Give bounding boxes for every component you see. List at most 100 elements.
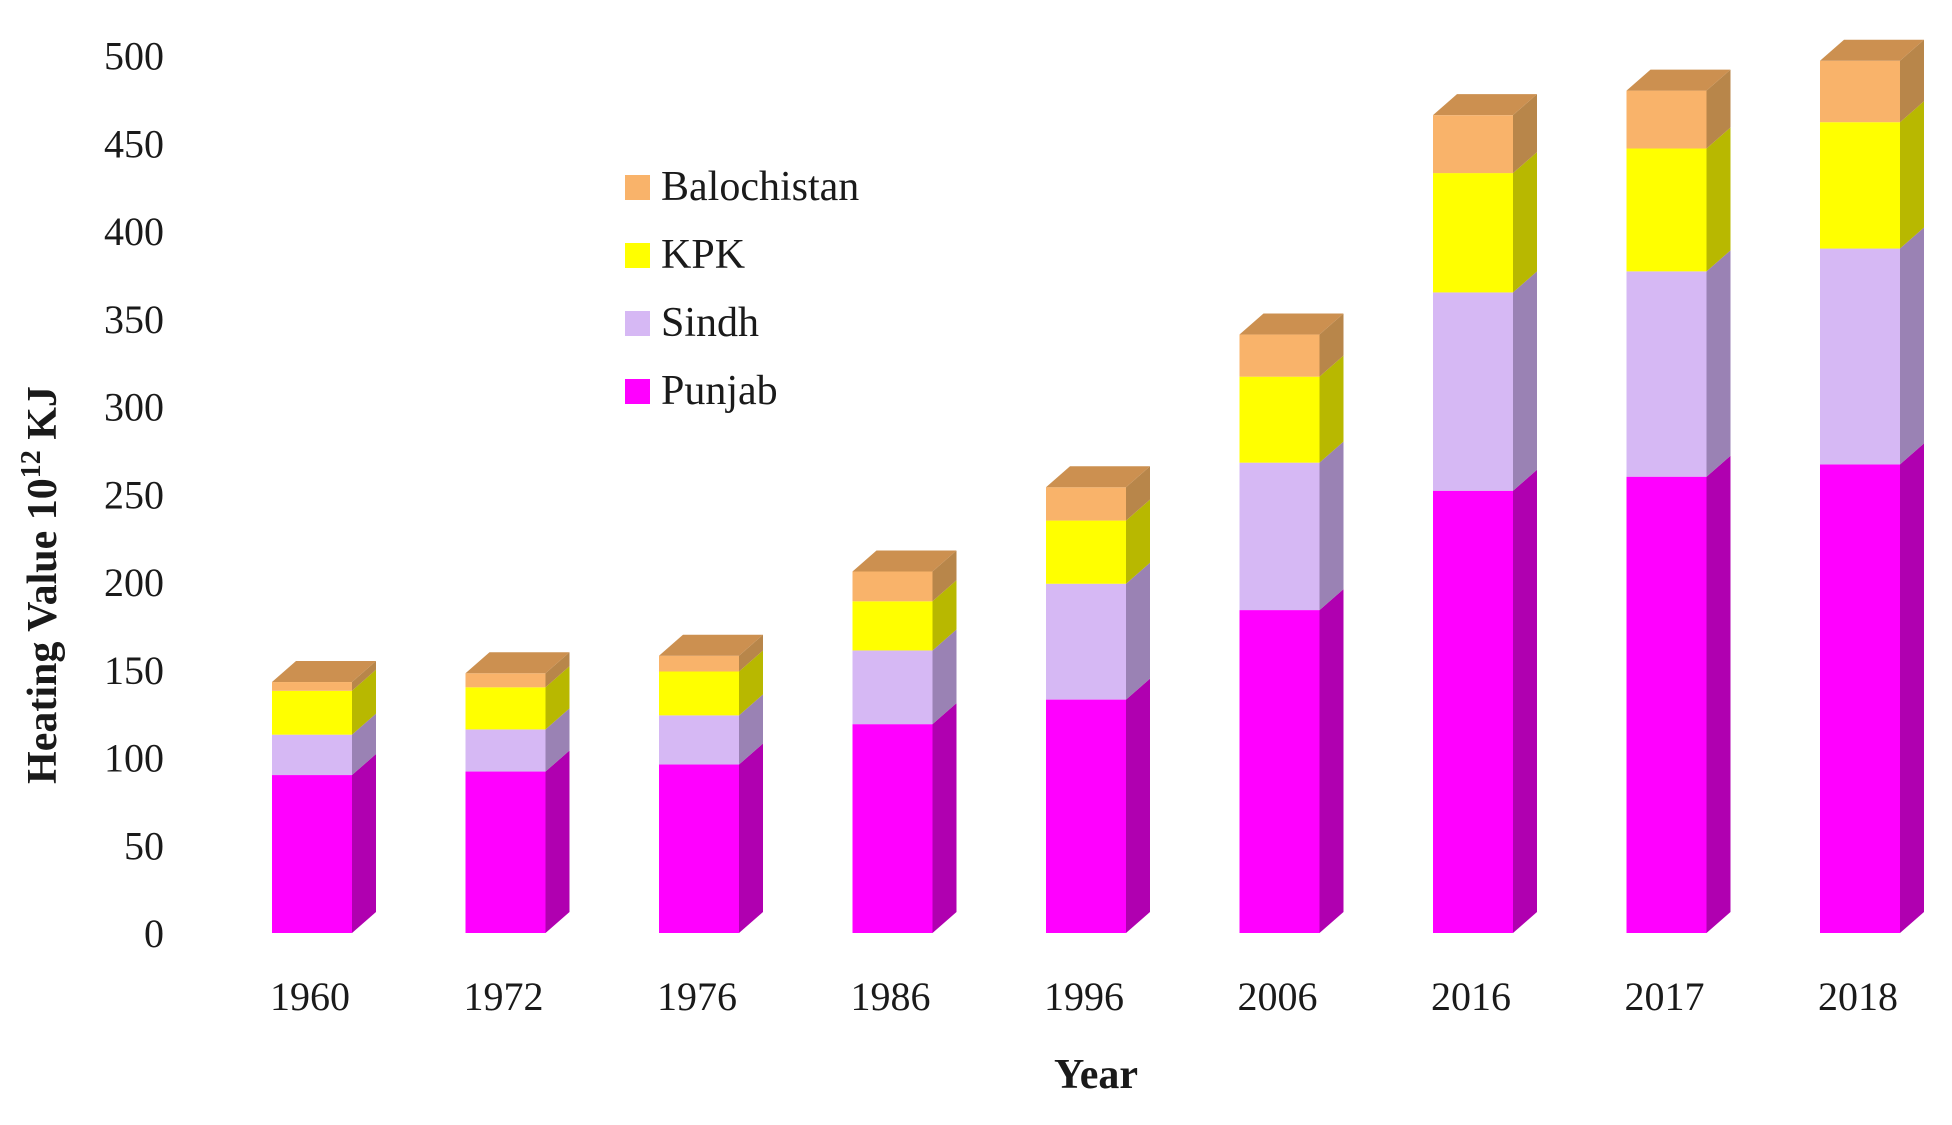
bar-top: [1239, 313, 1344, 335]
bar-side: [1319, 589, 1344, 933]
legend-swatch: [625, 311, 650, 336]
bar-front: [1433, 490, 1513, 933]
y-tick-label: 0: [144, 911, 164, 956]
bar-segment-sindh-1996: [1046, 562, 1150, 700]
bar-segment-kpk-1996: [1046, 499, 1150, 584]
bar-front: [1433, 173, 1513, 293]
x-tick-label: 2017: [1625, 974, 1705, 1019]
bar-front: [465, 729, 546, 772]
bar-segment-sindh-2018: [1820, 227, 1924, 465]
bar-stack-2016: [1433, 94, 1537, 933]
bar-side: [739, 650, 763, 716]
bar-front: [852, 650, 933, 725]
x-tick-label: 1972: [464, 974, 544, 1019]
bar-segment-kpk-1960: [272, 669, 376, 735]
bar-front: [1239, 376, 1320, 463]
bar-side: [1706, 250, 1731, 477]
y-tick-label: 50: [124, 823, 164, 868]
bar-stack-2017: [1626, 69, 1731, 933]
bar-top: [465, 652, 570, 674]
bar-side: [739, 694, 763, 765]
bar-top: [1433, 94, 1537, 116]
bar-front: [1046, 699, 1126, 933]
bar-segment-sindh-1976: [659, 694, 763, 765]
bar-segment-kpk-2017: [1626, 127, 1731, 272]
bar-segment-kpk-1986: [852, 580, 957, 651]
bar-segment-punjab-2016: [1433, 469, 1537, 933]
bar-front: [852, 724, 933, 933]
bar-top: [1626, 69, 1731, 91]
bar-side: [352, 713, 376, 776]
bar-side: [1513, 94, 1537, 174]
x-tick-label: 1960: [270, 974, 350, 1019]
bar-front: [852, 601, 933, 651]
bar-front: [1433, 292, 1513, 491]
y-axis-title-unit: KJ: [20, 386, 66, 450]
x-tick-label: 2016: [1431, 974, 1511, 1019]
bar-segment-sindh-1960: [272, 713, 376, 776]
bar-segment-balochistan-2018: [1820, 39, 1924, 123]
bar-side: [1319, 313, 1344, 377]
bar-segment-kpk-2018: [1820, 101, 1924, 249]
y-tick-label: 450: [104, 121, 164, 166]
bar-front: [1820, 60, 1900, 123]
legend-label: Balochistan: [661, 164, 859, 210]
bar-side: [932, 550, 957, 602]
bar-stacks: [272, 39, 1924, 933]
bar-front: [1433, 115, 1513, 174]
bar-side: [1126, 499, 1150, 584]
bar-side: [1319, 355, 1344, 463]
bar-side: [1706, 127, 1731, 272]
bar-stack-1960: [272, 661, 376, 933]
y-tick-label: 100: [104, 736, 164, 781]
bar-segment-punjab-2017: [1626, 455, 1731, 933]
legend-swatch: [625, 379, 650, 404]
bar-front: [1820, 248, 1900, 465]
bar-side: [739, 743, 763, 933]
bar-front: [1046, 520, 1126, 584]
bar-side: [1126, 562, 1150, 700]
bar-segment-punjab-2018: [1820, 443, 1924, 933]
bar-segment-sindh-2017: [1626, 250, 1731, 477]
bar-stack-1972: [465, 652, 570, 933]
bar-front: [1046, 583, 1126, 700]
bar-segment-punjab-2006: [1239, 589, 1344, 933]
bar-side: [352, 669, 376, 735]
bar-front: [1239, 462, 1320, 611]
legend-item-kpk: KPK: [625, 232, 745, 278]
bar-front: [1046, 487, 1126, 521]
bar-front: [659, 764, 739, 933]
legend: Balochistan KPK Sindh Punjab: [625, 164, 859, 414]
bar-front: [659, 715, 739, 765]
bar-side: [545, 652, 570, 688]
bar-front: [852, 571, 933, 602]
bar-side: [1706, 455, 1731, 933]
bar-segment-balochistan-1972: [465, 652, 570, 688]
legend-item-punjab: Punjab: [625, 368, 778, 414]
bar-segment-punjab-1960: [272, 754, 376, 933]
bar-side: [739, 634, 763, 672]
bar-stack-1986: [852, 550, 957, 933]
bar-front: [1820, 464, 1900, 933]
bar-side: [932, 703, 957, 933]
y-axis-title-exponent: 12: [16, 450, 47, 478]
bar-side: [545, 708, 570, 772]
bar-segment-sindh-1986: [852, 629, 957, 725]
bar-segment-balochistan-1986: [852, 550, 957, 602]
y-tick-label: 300: [104, 385, 164, 430]
bar-front: [659, 671, 739, 716]
bar-stack-1996: [1046, 466, 1150, 933]
legend-item-sindh: Sindh: [625, 300, 759, 346]
x-axis-title: Year: [1054, 1052, 1138, 1098]
bar-side: [932, 580, 957, 651]
bar-side: [932, 629, 957, 725]
bar-front: [1239, 610, 1320, 933]
bar-segment-balochistan-2017: [1626, 69, 1731, 149]
bar-stack-2018: [1820, 39, 1924, 933]
bar-side: [1900, 443, 1924, 933]
bar-front: [272, 690, 352, 735]
bar-top: [659, 634, 763, 656]
x-axis-ticks: 1960 1972 1976 1986 1996 2006 2016 2017 2018: [270, 974, 1898, 1019]
